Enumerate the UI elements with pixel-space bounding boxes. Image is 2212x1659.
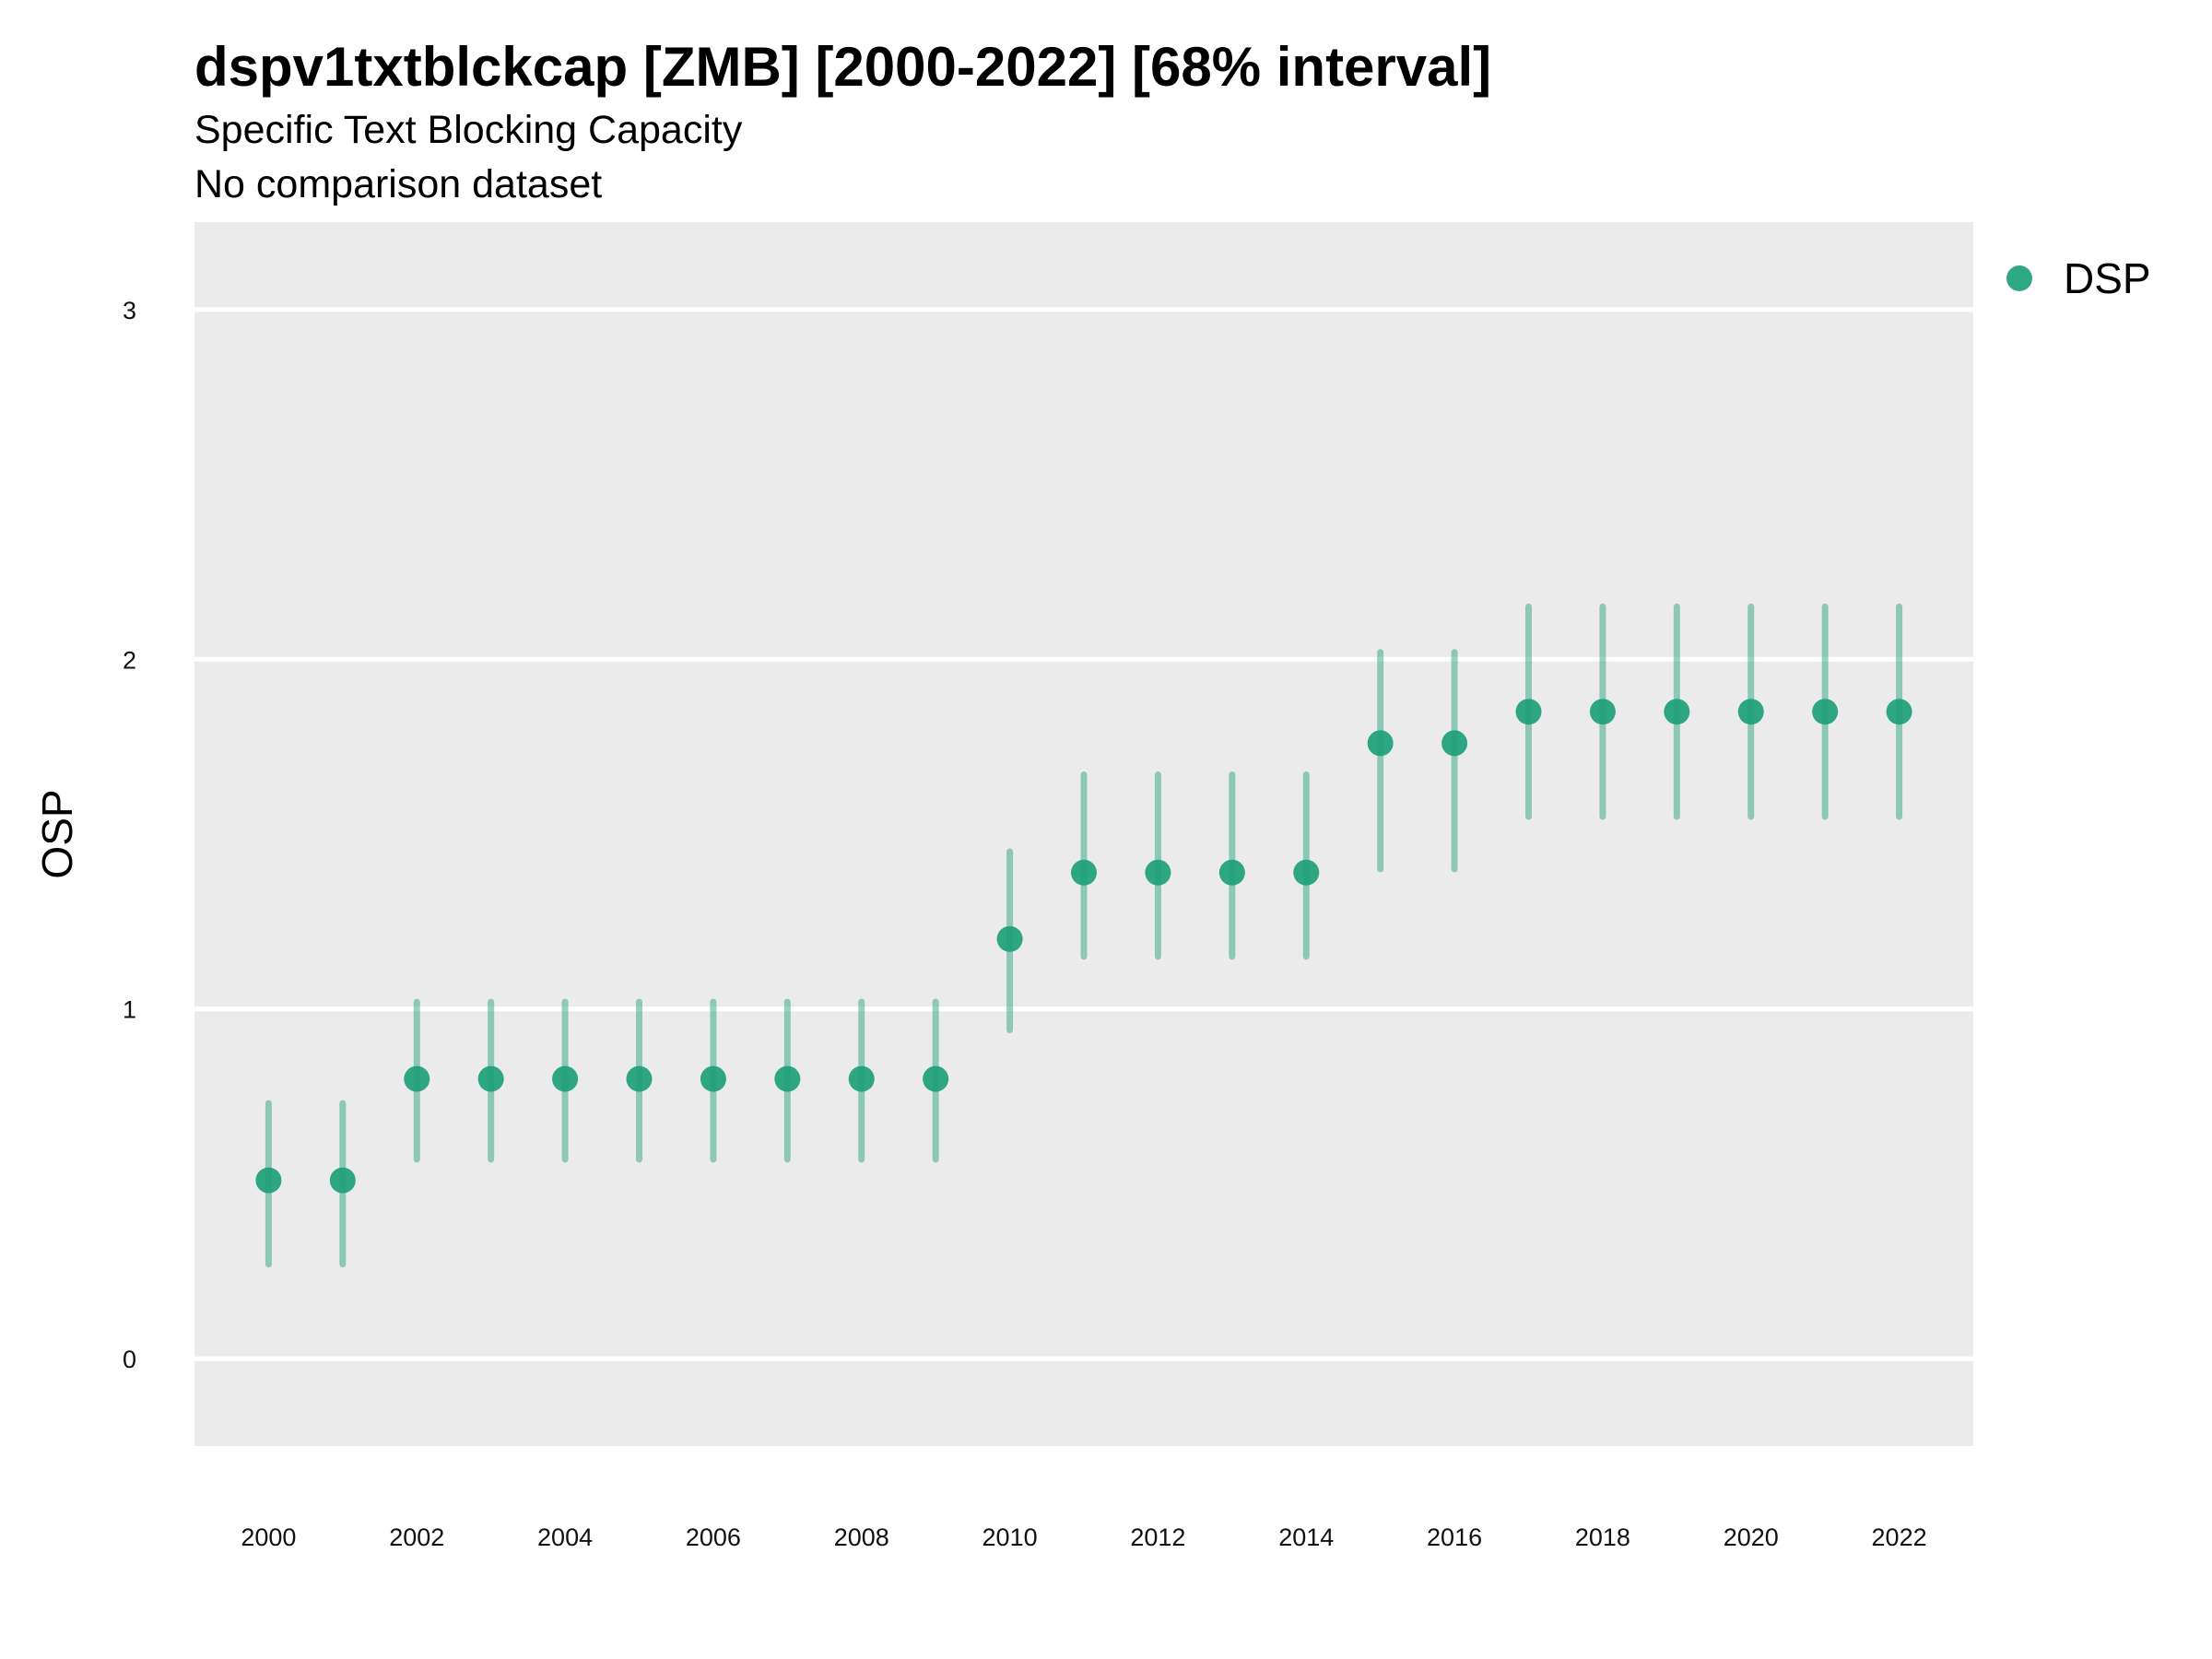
chart-title: dspv1txtblckcap [ZMB] [2000-2022] [68% i… (194, 36, 1491, 98)
data-point-2009 (923, 1065, 949, 1092)
data-point-2005 (626, 1065, 653, 1092)
legend-key-dsp (2006, 265, 2032, 291)
data-point-2010 (996, 925, 1023, 952)
y-tick-label-3: 3 (123, 297, 136, 324)
x-tick-label-2006: 2006 (686, 1524, 741, 1551)
x-tick-label-2008: 2008 (834, 1524, 889, 1551)
data-point-2021 (1812, 699, 1839, 725)
y-tick-label-2: 2 (123, 646, 136, 674)
x-tick-label-2014: 2014 (1278, 1524, 1334, 1551)
data-point-2003 (477, 1065, 504, 1092)
data-point-2007 (774, 1065, 801, 1092)
data-point-2016 (1441, 730, 1468, 757)
data-point-2006 (700, 1065, 726, 1092)
legend: DSP (2006, 254, 2151, 302)
data-point-2013 (1218, 859, 1245, 886)
data-point-2019 (1664, 699, 1690, 725)
x-tick-label-2010: 2010 (982, 1524, 1038, 1551)
data-point-2015 (1367, 730, 1394, 757)
x-tick-label-2020: 2020 (1724, 1524, 1779, 1551)
x-tick-label-2004: 2004 (537, 1524, 593, 1551)
data-point-2014 (1293, 859, 1320, 886)
y-tick-label-1: 1 (123, 996, 136, 1024)
y-axis-label: OSP (33, 789, 81, 878)
data-point-2002 (404, 1065, 430, 1092)
data-point-2008 (848, 1065, 875, 1092)
y-tick-label-0: 0 (123, 1346, 136, 1373)
data-point-2020 (1737, 699, 1764, 725)
x-axis-ticks: 2000 2002 2004 2006 2008 2010 2012 2014 2016 2018… (241, 1524, 1926, 1551)
plot-panel (194, 222, 1973, 1446)
data-point-2022 (1886, 699, 1912, 725)
y-axis-ticks: 0 1 2 3 (123, 297, 136, 1373)
x-tick-label-2022: 2022 (1872, 1524, 1927, 1551)
data-point-2012 (1145, 859, 1171, 886)
chart-subtitle-line-1: Specific Text Blocking Capacity (194, 108, 743, 152)
data-point-2001 (329, 1167, 356, 1194)
x-tick-label-2016: 2016 (1427, 1524, 1482, 1551)
data-point-2017 (1515, 699, 1542, 725)
data-point-2000 (255, 1167, 282, 1194)
data-points (255, 699, 1912, 1194)
x-tick-label-2002: 2002 (389, 1524, 444, 1551)
grid-lines (194, 307, 1973, 1361)
data-point-2011 (1071, 859, 1097, 886)
data-point-2018 (1589, 699, 1616, 725)
x-tick-label-2012: 2012 (1130, 1524, 1185, 1551)
x-tick-label-2000: 2000 (241, 1524, 296, 1551)
data-point-2004 (552, 1065, 579, 1092)
legend-label-dsp: DSP (2064, 254, 2151, 302)
chart-subtitle-line-2: No comparison dataset (194, 162, 602, 206)
x-tick-label-2018: 2018 (1575, 1524, 1630, 1551)
